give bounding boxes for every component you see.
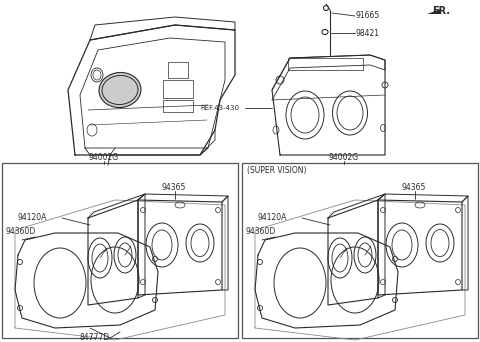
Text: 94365: 94365 xyxy=(162,184,186,193)
Bar xyxy=(168,62,188,78)
Bar xyxy=(2,163,238,338)
Text: FR.: FR. xyxy=(432,6,450,16)
Text: 94120A: 94120A xyxy=(258,213,288,223)
Text: 94360D: 94360D xyxy=(5,227,35,237)
Bar xyxy=(163,100,193,112)
Text: 94365: 94365 xyxy=(402,184,426,193)
Text: REF.43-430: REF.43-430 xyxy=(200,105,239,111)
Bar xyxy=(242,163,478,338)
Text: 94002G: 94002G xyxy=(329,153,359,161)
Text: 91665: 91665 xyxy=(356,12,380,21)
Polygon shape xyxy=(427,9,441,14)
Bar xyxy=(163,80,193,98)
Text: 94360D: 94360D xyxy=(245,227,275,237)
Bar xyxy=(288,58,363,70)
Text: 94002G: 94002G xyxy=(89,153,119,161)
Text: 84777D: 84777D xyxy=(80,333,110,342)
Text: 98421: 98421 xyxy=(356,28,380,38)
Text: 94120A: 94120A xyxy=(18,213,48,223)
Ellipse shape xyxy=(99,73,141,107)
Text: (SUPER VISION): (SUPER VISION) xyxy=(247,166,307,174)
